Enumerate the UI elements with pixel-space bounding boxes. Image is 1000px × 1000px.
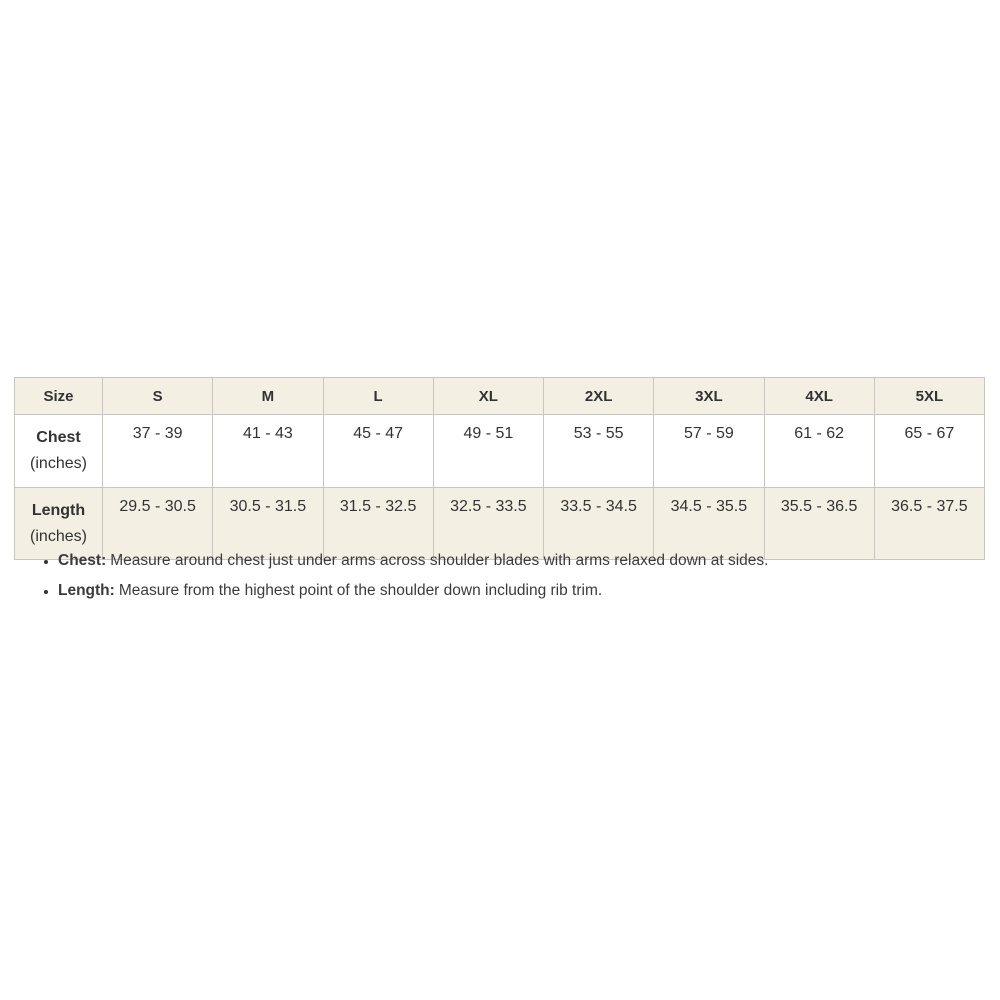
note-length-label: Length: — [58, 581, 115, 599]
chest-value-xl: 49 - 51 — [432, 414, 545, 488]
header-cell-l: L — [322, 377, 434, 415]
size-chart-table: Size S M L XL 2XL 3XL 4XL 5XL Chest (inc… — [14, 377, 986, 560]
chest-value-3xl: 57 - 59 — [653, 414, 765, 488]
chest-value-s: 37 - 39 — [101, 414, 214, 488]
note-length: Length:Measure from the highest point of… — [58, 581, 1000, 602]
size-chart: Size S M L XL 2XL 3XL 4XL 5XL Chest (inc… — [14, 377, 986, 560]
header-cell-size: Size — [14, 377, 103, 415]
header-cell-5xl: 5XL — [873, 377, 986, 415]
chest-value-5xl: 65 - 67 — [873, 414, 986, 488]
header-cell-m: M — [212, 377, 324, 415]
note-length-text: Measure from the highest point of the sh… — [118, 581, 603, 599]
chest-value-4xl: 61 - 62 — [763, 414, 875, 488]
chest-value-m: 41 - 43 — [212, 414, 324, 488]
header-cell-4xl: 4XL — [763, 377, 875, 415]
chest-value-l: 45 - 47 — [322, 414, 434, 488]
row-label-chest-title: Chest — [36, 429, 81, 446]
note-chest-label: Chest: — [58, 552, 107, 569]
length-value-l: 31.5 - 32.5 — [322, 487, 434, 560]
length-value-xl: 32.5 - 33.5 — [432, 487, 545, 560]
note-chest-text: Measure around chest just under arms acr… — [110, 552, 769, 569]
row-label-length-unit: (inches) — [30, 527, 87, 545]
row-label-length-title: Length — [31, 502, 86, 519]
table-row-chest: Chest (inches) 37 - 39 41 - 43 45 - 47 4… — [14, 414, 986, 488]
note-chest: Chest:Measure around chest just under ar… — [58, 551, 1000, 572]
length-value-5xl: 36.5 - 37.5 — [873, 487, 986, 560]
header-cell-s: S — [101, 377, 214, 415]
header-cell-xl: XL — [432, 377, 545, 415]
row-label-chest-unit: (inches) — [30, 454, 87, 472]
length-value-s: 29.5 - 30.5 — [101, 487, 214, 560]
row-label-length: Length (inches) — [14, 487, 103, 560]
length-value-4xl: 35.5 - 36.5 — [763, 487, 875, 560]
table-row-length: Length (inches) 29.5 - 30.5 30.5 - 31.5 … — [14, 487, 986, 560]
length-value-m: 30.5 - 31.5 — [212, 487, 324, 560]
header-cell-2xl: 2XL — [542, 377, 655, 415]
length-value-3xl: 34.5 - 35.5 — [653, 487, 765, 560]
measure-notes-list: Chest:Measure around chest just under ar… — [0, 551, 1000, 611]
table-header-row: Size S M L XL 2XL 3XL 4XL 5XL — [14, 377, 986, 415]
length-value-2xl: 33.5 - 34.5 — [542, 487, 655, 560]
chest-value-2xl: 53 - 55 — [542, 414, 655, 488]
header-cell-3xl: 3XL — [653, 377, 765, 415]
row-label-chest: Chest (inches) — [14, 414, 103, 488]
